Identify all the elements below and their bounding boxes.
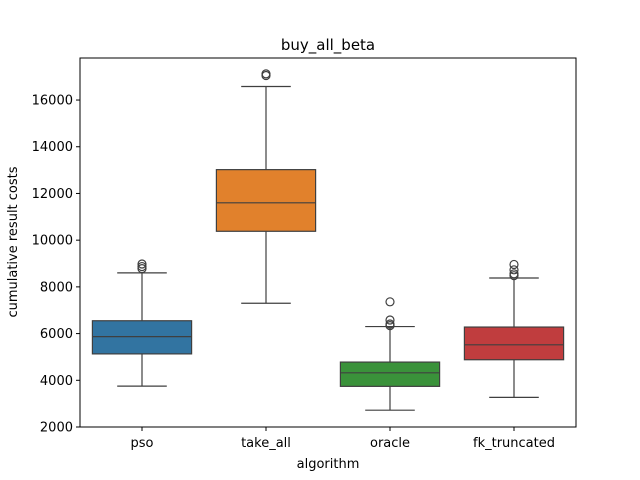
- outlier-point: [385, 297, 395, 307]
- iqr-box: [339, 361, 441, 387]
- x-tick-label: oracle: [370, 436, 410, 451]
- outlier-point: [137, 259, 147, 269]
- box-pso: [91, 259, 193, 387]
- outlier-point: [385, 319, 395, 329]
- y-axis-label: cumulative result costs: [6, 166, 21, 317]
- outlier-point: [261, 69, 271, 79]
- x-tick-label: pso: [131, 436, 154, 451]
- y-tick-label: 4000: [40, 374, 73, 389]
- iqr-box: [91, 320, 193, 355]
- y-tick-label: 16000: [32, 94, 73, 109]
- chart-title: buy_all_beta: [281, 36, 375, 55]
- plot-frame: [79, 57, 577, 428]
- iqr-box: [215, 169, 317, 232]
- y-tick-label: 10000: [32, 234, 73, 249]
- y-tick-label: 14000: [32, 140, 73, 155]
- outlier-point: [137, 261, 147, 272]
- plot-area: 2000 4000 6000 8000 10000 12000 14000 16000 pso t…: [32, 69, 565, 451]
- box-oracle: [339, 297, 441, 411]
- x-tick-label: fk_truncated: [473, 436, 555, 451]
- y-tick-label: 12000: [32, 187, 73, 202]
- x-axis-label: algorithm: [297, 457, 360, 472]
- outlier-point: [509, 265, 519, 275]
- x-tick-label: take_all: [241, 436, 291, 451]
- y-tick-label: 8000: [40, 280, 73, 295]
- outlier-point: [509, 269, 519, 279]
- iqr-box: [463, 326, 565, 361]
- y-tick-label: 2000: [40, 421, 73, 436]
- outlier-point: [509, 259, 519, 270]
- outlier-point: [385, 315, 395, 325]
- y-tick-label: 6000: [40, 327, 73, 342]
- box-fk_truncated: [463, 259, 565, 398]
- box-take_all: [215, 69, 317, 304]
